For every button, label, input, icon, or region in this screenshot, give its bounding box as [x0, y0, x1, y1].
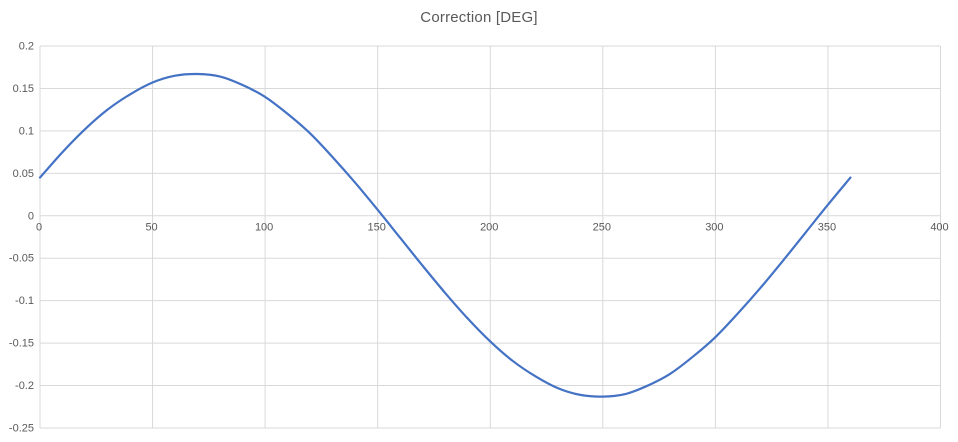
y-tick-label: 0.1	[19, 125, 34, 137]
axis-labels: 0.2 0.15 0.1 0.05 0 -0.05 -0.1 -0.15 -0.2 -0.25 0 5…	[9, 41, 949, 435]
gridlines	[39, 45, 941, 429]
x-tick-label: 400	[930, 221, 948, 233]
y-tick-label: -0.1	[15, 295, 34, 307]
x-tick-label: 200	[480, 221, 498, 233]
series-lines	[38, 72, 852, 398]
x-tick-label: 300	[705, 221, 723, 233]
y-tick-label: 0.05	[13, 168, 34, 180]
y-tick-label: -0.15	[9, 338, 34, 350]
x-tick-label: 100	[255, 221, 273, 233]
chart-title: Correction [DEG]	[420, 9, 538, 26]
series-line	[38, 72, 852, 398]
y-tick-label: 0.15	[13, 83, 34, 95]
x-tick-label: 50	[145, 221, 157, 233]
x-tick-label: 0	[36, 221, 42, 233]
x-tick-label: 350	[818, 221, 836, 233]
x-tick-label: 150	[368, 221, 386, 233]
x-tick-label: 250	[593, 221, 611, 233]
y-tick-label: 0.2	[19, 41, 34, 53]
y-tick-label: 0	[28, 210, 34, 222]
y-tick-label: -0.25	[9, 423, 34, 435]
y-tick-label: -0.05	[9, 253, 34, 265]
y-tick-label: -0.2	[15, 380, 34, 392]
